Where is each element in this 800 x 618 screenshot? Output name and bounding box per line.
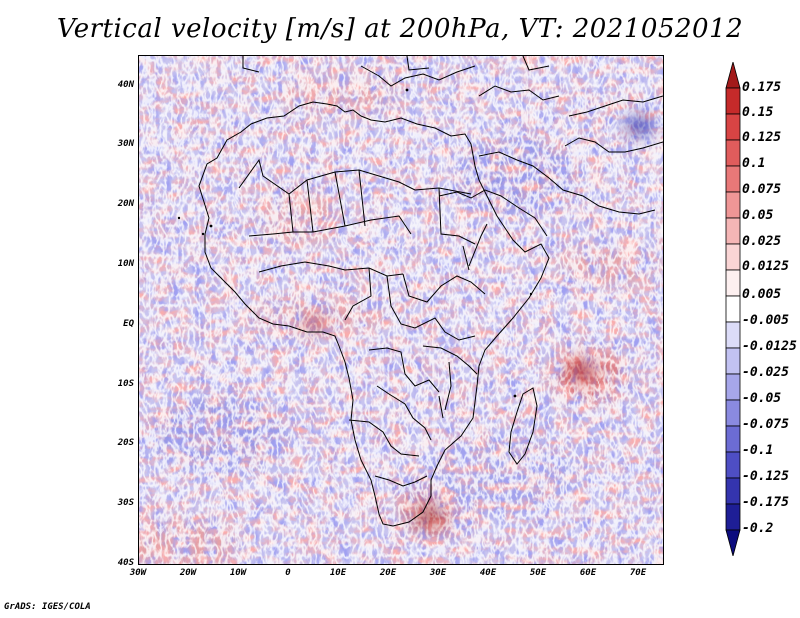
vertical-velocity-field-map (139, 56, 663, 564)
colorbar-max-triangle (725, 62, 741, 89)
colorbar-tick-label: -0.05 (742, 391, 782, 406)
colorbar-tick-label: 0.075 (742, 182, 782, 197)
colorbar (725, 62, 741, 556)
lon-tick-label: 40E (479, 568, 497, 578)
lon-tick-label: 70E (629, 568, 647, 578)
colorbar-swatch (725, 451, 741, 479)
lon-tick-label: 30W (129, 568, 147, 578)
colorbar-tick-label: 0.15 (742, 105, 774, 120)
colorbar-swatch (725, 113, 741, 141)
colorbar-swatch (725, 399, 741, 427)
lat-tick-label: 10N (117, 259, 134, 269)
lon-tick-label: 20W (179, 568, 197, 578)
colorbar-tick-label: -0.2 (742, 521, 774, 536)
colorbar-tick-label: 0.125 (742, 130, 782, 145)
lat-tick-label: 40S (117, 558, 134, 568)
lat-tick-label: 30N (117, 139, 134, 149)
colorbar-tick-label: 0.0125 (742, 259, 789, 274)
colorbar-swatch (725, 503, 741, 531)
colorbar-swatch (725, 139, 741, 167)
coastlines-and-borders (198, 56, 663, 527)
lon-tick-label: 30E (429, 568, 447, 578)
map-plot-area (138, 55, 664, 565)
colorbar-swatch (725, 269, 741, 297)
colorbar-swatch (725, 217, 741, 245)
lat-tick-label: 20S (117, 438, 134, 448)
colorbar-min-triangle (725, 529, 741, 556)
lon-tick-label: 60E (579, 568, 597, 578)
colorbar-swatch (725, 191, 741, 219)
colorbar-tick-label: 0.005 (742, 287, 782, 302)
lat-tick-label: EQ (123, 319, 134, 329)
colorbar-tick-label: -0.175 (742, 495, 789, 510)
colorbar-swatch (725, 425, 741, 453)
colorbar-tick-label: -0.075 (742, 417, 789, 432)
lon-tick-label: 20E (379, 568, 397, 578)
colorbar-tick-label: 0.1 (742, 156, 766, 171)
lat-tick-label: 10S (117, 379, 134, 389)
lon-tick-label: 10W (229, 568, 247, 578)
colorbar-tick-label: -0.1 (742, 443, 774, 458)
lat-tick-label: 40N (117, 80, 134, 90)
colorbar-tick-label: -0.125 (742, 469, 789, 484)
lon-tick-label: 50E (529, 568, 547, 578)
colorbar-swatch (725, 347, 741, 375)
lat-tick-label: 30S (117, 498, 134, 508)
chart-title: Vertical velocity [m/s] at 200hPa, VT: 2… (56, 14, 744, 44)
colorbar-tick-label: -0.0125 (742, 339, 797, 354)
colorbar-swatch (725, 321, 741, 349)
colorbar-tick-label: 0.175 (742, 80, 782, 95)
grads-credit: GrADS: IGES/COLA (4, 602, 91, 612)
colorbar-swatch (725, 295, 741, 323)
colorbar-tick-label: 0.05 (742, 208, 774, 223)
colorbar-swatch (725, 477, 741, 505)
colorbar-tick-label: 0.025 (742, 234, 782, 249)
colorbar-swatch (725, 165, 741, 193)
colorbar-tick-label: -0.025 (742, 365, 789, 380)
colorbar-tick-label: -0.005 (742, 313, 789, 328)
lat-tick-label: 20N (117, 199, 134, 209)
colorbar-swatch (725, 87, 741, 115)
lon-tick-label: 0 (285, 568, 291, 578)
lon-tick-label: 10E (329, 568, 347, 578)
colorbar-swatch (725, 243, 741, 271)
colorbar-swatch (725, 373, 741, 401)
